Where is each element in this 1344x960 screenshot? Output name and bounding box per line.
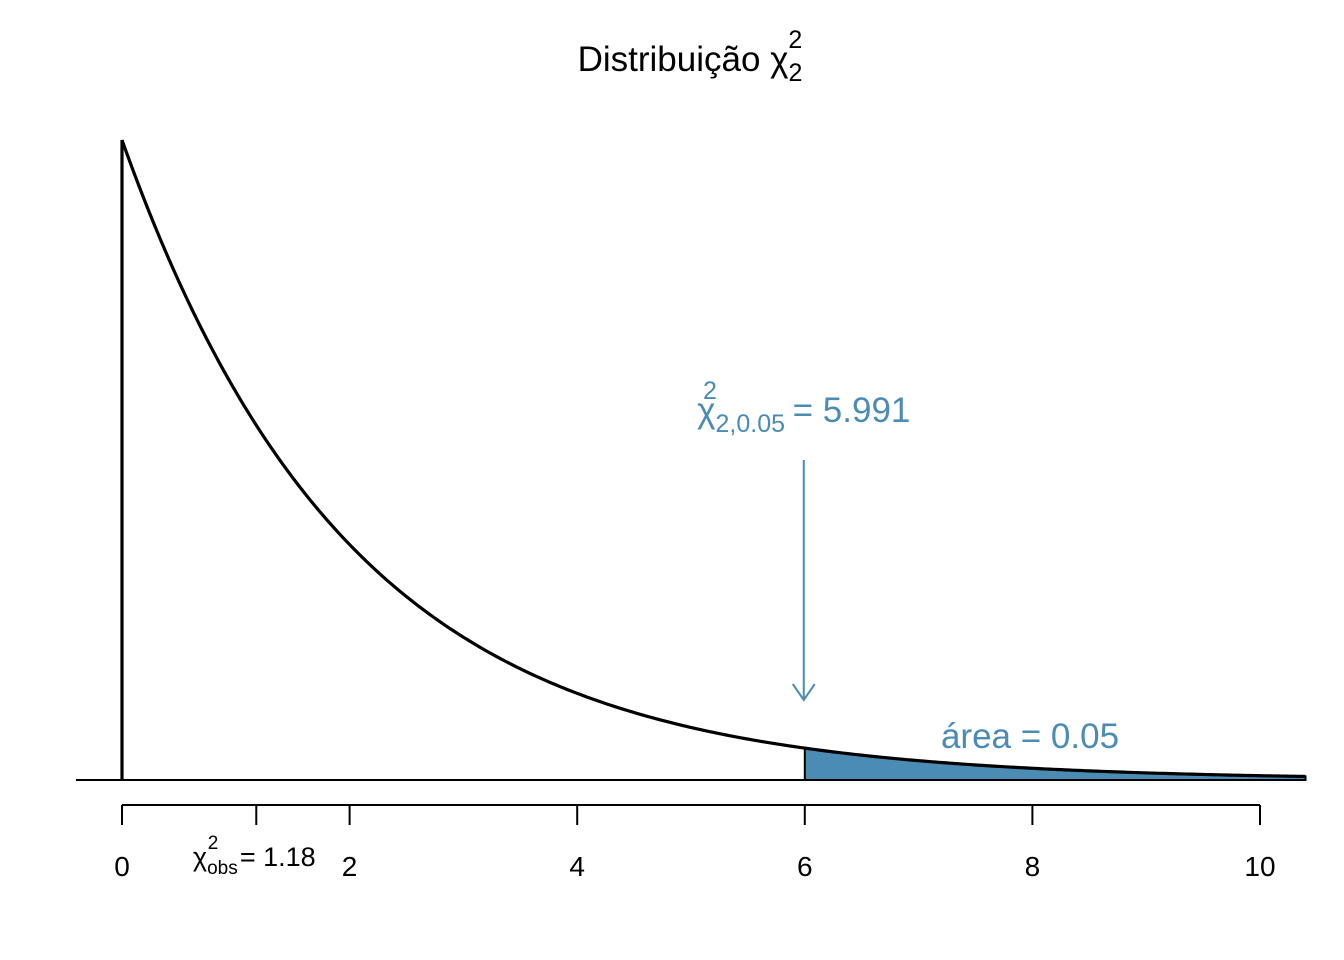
x-tick-label: 8: [1025, 851, 1041, 882]
critical-sub: 2,0.05: [716, 410, 786, 438]
density-curve: [120, 139, 1306, 779]
x-tick-label: 2: [342, 851, 358, 882]
observed-value-label: χobs 2 = 1.18: [193, 833, 316, 879]
x-tick-label: 4: [569, 851, 585, 882]
x-tick-label: 6: [797, 851, 813, 882]
chart-title-sup: 2: [788, 26, 802, 54]
critical-arrow-head: [791, 683, 816, 702]
chart-title-sub: 2: [789, 59, 803, 87]
x-axis: 0 2 4 6 8 10: [114, 804, 1276, 882]
critical-sup: 2: [703, 377, 717, 405]
critical-symbol: χ: [697, 391, 715, 430]
chart-title-symbol: χ: [770, 40, 788, 79]
x-tick-label: 0: [114, 851, 130, 882]
critical-value-text: = 5.991: [783, 391, 910, 430]
observed-symbol: χ: [193, 842, 207, 872]
chart-title-prefix: Distribuição: [578, 40, 771, 79]
observed-value-text: = 1.18: [232, 842, 315, 872]
observed-sub: obs: [207, 858, 238, 879]
x-tick-label: 10: [1244, 851, 1275, 882]
observed-sup: 2: [208, 833, 219, 854]
chart-title: Distribuição χ2 2: [578, 26, 803, 87]
critical-value-label: χ2,0.05 2 = 5.991: [697, 377, 910, 438]
area-label: área = 0.05: [941, 717, 1119, 756]
